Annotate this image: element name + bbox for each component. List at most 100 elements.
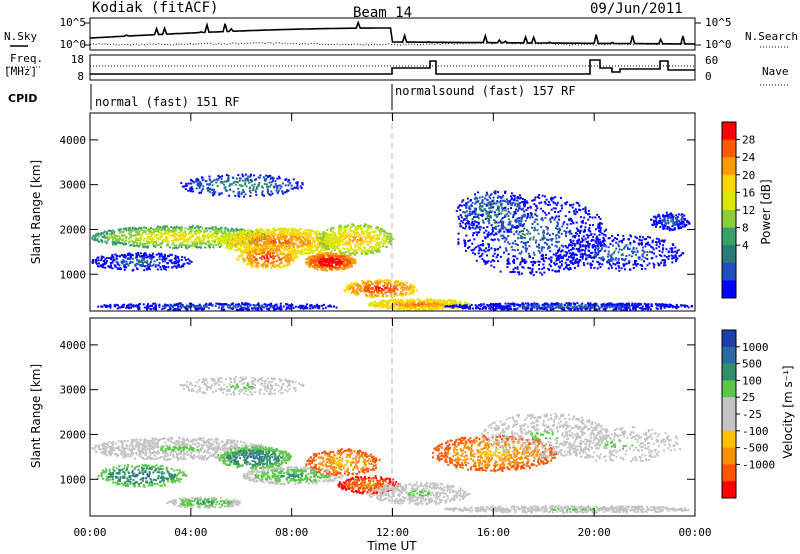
power-cell (214, 230, 217, 233)
power-cell (364, 293, 367, 296)
power-cell (367, 285, 370, 288)
power-cell (150, 235, 153, 237)
power-cell (135, 255, 138, 258)
power-cell (348, 261, 351, 264)
power-cell (322, 245, 325, 248)
power-cell (318, 231, 321, 234)
power-cell (108, 266, 111, 269)
power-cell (452, 299, 455, 302)
power-cell (242, 237, 245, 240)
power-cell (336, 257, 339, 260)
power-cell (515, 208, 518, 211)
power-cell (518, 273, 521, 276)
power-cell (185, 247, 188, 250)
nsky-frame (89, 17, 696, 51)
power-cell (330, 261, 333, 264)
power-cell (237, 235, 240, 238)
power-cell (130, 256, 132, 259)
power-cell (116, 238, 119, 241)
power-cell (328, 243, 331, 246)
power-cell (152, 236, 155, 239)
power-cell (584, 226, 587, 229)
power-cell (371, 286, 374, 289)
power-cell (129, 244, 132, 247)
power-cell (385, 245, 388, 248)
power-cell (499, 246, 502, 249)
power-cell (482, 244, 485, 247)
power-cell (411, 287, 414, 290)
power-cell (565, 265, 568, 267)
power-cell (360, 249, 363, 252)
power-cell (507, 235, 510, 237)
power-cell (198, 192, 201, 194)
power-cell (165, 266, 167, 268)
power-cell (279, 187, 282, 190)
power-cell (310, 236, 313, 239)
power-cell (255, 193, 258, 196)
power-cell (421, 308, 424, 311)
power-cell (225, 189, 228, 192)
power-cell (584, 252, 587, 255)
power-cell (367, 279, 370, 282)
power-cell (405, 306, 408, 309)
power-cell (519, 201, 522, 204)
power-cell (378, 241, 381, 244)
power-cell (170, 240, 173, 243)
power-cell (389, 300, 391, 303)
power-cell (531, 271, 534, 274)
power-cell (537, 232, 540, 235)
power-cell (132, 234, 135, 237)
power-cell (323, 240, 326, 243)
power-cell (245, 233, 248, 236)
power-cell (199, 241, 202, 244)
freq-tick-low: 8 (77, 70, 84, 83)
power-cell (230, 243, 233, 246)
power-cell (333, 235, 335, 238)
power-cell (140, 254, 143, 257)
power-cell (309, 259, 312, 262)
power-cell (231, 234, 234, 236)
power-cell (367, 286, 370, 289)
power-cell (255, 228, 258, 231)
power-cell (328, 259, 331, 262)
nave-tick-low: 0 (705, 70, 712, 83)
power-cell (425, 303, 428, 306)
power-cell (386, 232, 389, 235)
power-cell (441, 306, 444, 309)
power-cell (428, 298, 431, 301)
power-cell (524, 237, 526, 239)
power-cell (266, 241, 269, 243)
power-cell (532, 251, 535, 254)
power-cell (174, 254, 177, 257)
power-cell (103, 230, 106, 233)
power-cell (276, 236, 279, 239)
power-cell (362, 240, 365, 243)
power-cell (296, 245, 299, 248)
power-cell (475, 259, 478, 262)
power-cell (359, 237, 362, 240)
power-cell (323, 257, 326, 260)
power-cell (316, 230, 319, 233)
power-cell (142, 262, 144, 265)
power-cell (271, 232, 274, 235)
power-cell (366, 286, 368, 289)
power-cell (175, 265, 178, 268)
power-cell (106, 260, 108, 263)
power-cell (189, 235, 192, 238)
power-cell (289, 233, 292, 236)
power-cell (421, 301, 424, 303)
power-cell (270, 233, 273, 236)
power-cell (152, 232, 155, 235)
power-cell (371, 290, 373, 293)
power-cell (548, 263, 551, 266)
power-cell (113, 232, 115, 235)
power-cell (123, 260, 125, 263)
power-cell (488, 248, 491, 251)
power-cell (183, 256, 186, 259)
power-cell (153, 229, 156, 232)
power-cell (317, 233, 320, 235)
power-cell (265, 245, 268, 248)
power-cell (377, 249, 380, 252)
power-cell (207, 233, 210, 236)
power-cell (377, 290, 380, 293)
